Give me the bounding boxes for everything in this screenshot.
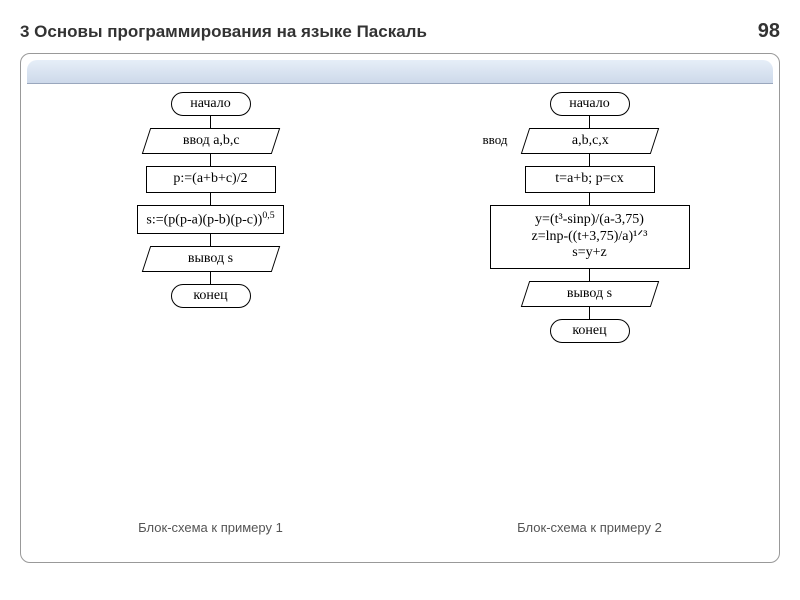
content-frame: начало ввод a,b,c p:=(a+b+c)/2 s:=(p(p-a…: [20, 53, 780, 563]
flowchart-columns: начало ввод a,b,c p:=(a+b+c)/2 s:=(p(p-a…: [21, 84, 779, 514]
node-start: начало: [550, 92, 630, 116]
node-end: конец: [171, 284, 251, 308]
node-process: s:=(p(p-a)(p-b)(p-c))0,5: [137, 205, 283, 234]
node-input: a,b,c,x: [520, 128, 658, 154]
flowchart-left: начало ввод a,b,c p:=(a+b+c)/2 s:=(p(p-a…: [21, 92, 400, 514]
connector: [210, 272, 211, 284]
node-process: t=a+b; p=cx: [525, 166, 655, 193]
page-title: 3 Основы программирования на языке Паска…: [20, 22, 427, 42]
connector: [589, 193, 590, 205]
input-side-label: ввод: [483, 132, 508, 148]
connector: [589, 154, 590, 166]
node-process: p:=(a+b+c)/2: [146, 166, 276, 193]
connector: [589, 269, 590, 281]
caption-left: Блок-схема к примеру 1: [138, 520, 283, 535]
node-process-big: y=(t³-sinp)/(a-3,75) z=lnp-((t+3,75)/a)¹…: [490, 205, 690, 269]
connector: [589, 307, 590, 319]
caption-right: Блок-схема к примеру 2: [517, 520, 662, 535]
flowchart-right: начало ввод a,b,c,x t=a+b; p=cx y=(t³-si…: [400, 92, 779, 514]
connector: [210, 234, 211, 246]
node-start: начало: [171, 92, 251, 116]
connector: [589, 116, 590, 128]
connector: [210, 116, 211, 128]
node-output: вывод s: [141, 246, 279, 272]
captions-row: Блок-схема к примеру 1 Блок-схема к прим…: [21, 520, 779, 535]
connector: [210, 154, 211, 166]
page-number: 98: [758, 20, 780, 43]
node-end: конец: [550, 319, 630, 343]
frame-topbar: [27, 60, 773, 84]
node-output: вывод s: [520, 281, 658, 307]
node-input: ввод a,b,c: [141, 128, 279, 154]
connector: [210, 193, 211, 205]
